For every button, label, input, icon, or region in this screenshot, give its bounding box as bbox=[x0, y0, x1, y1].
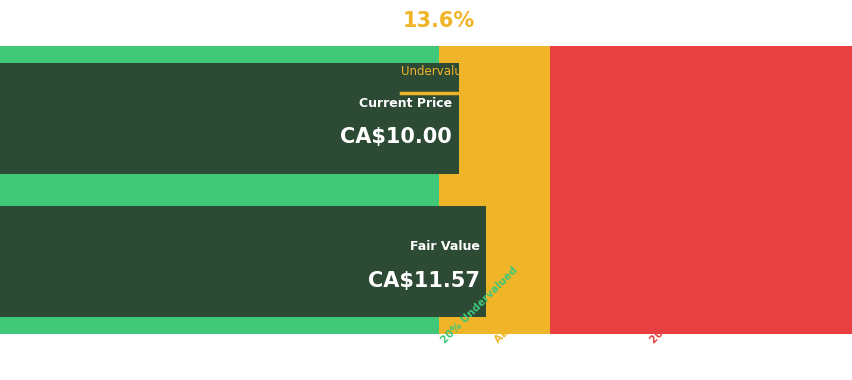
Bar bbox=[0, 63, 458, 174]
Text: 20% Overvalued: 20% Overvalued bbox=[648, 271, 722, 345]
Bar bbox=[0, 46, 439, 334]
Text: CA$10.00: CA$10.00 bbox=[340, 127, 452, 147]
Bar bbox=[550, 46, 852, 334]
Text: Current Price: Current Price bbox=[359, 97, 452, 109]
Text: Undervalued: Undervalued bbox=[401, 65, 476, 78]
Text: CA$11.57: CA$11.57 bbox=[367, 271, 479, 291]
Bar bbox=[439, 46, 550, 334]
Text: 20% Undervalued: 20% Undervalued bbox=[439, 265, 519, 345]
Text: About Right: About Right bbox=[492, 288, 550, 345]
Bar bbox=[0, 206, 486, 317]
Text: 13.6%: 13.6% bbox=[403, 11, 475, 32]
Text: Fair Value: Fair Value bbox=[409, 240, 479, 253]
